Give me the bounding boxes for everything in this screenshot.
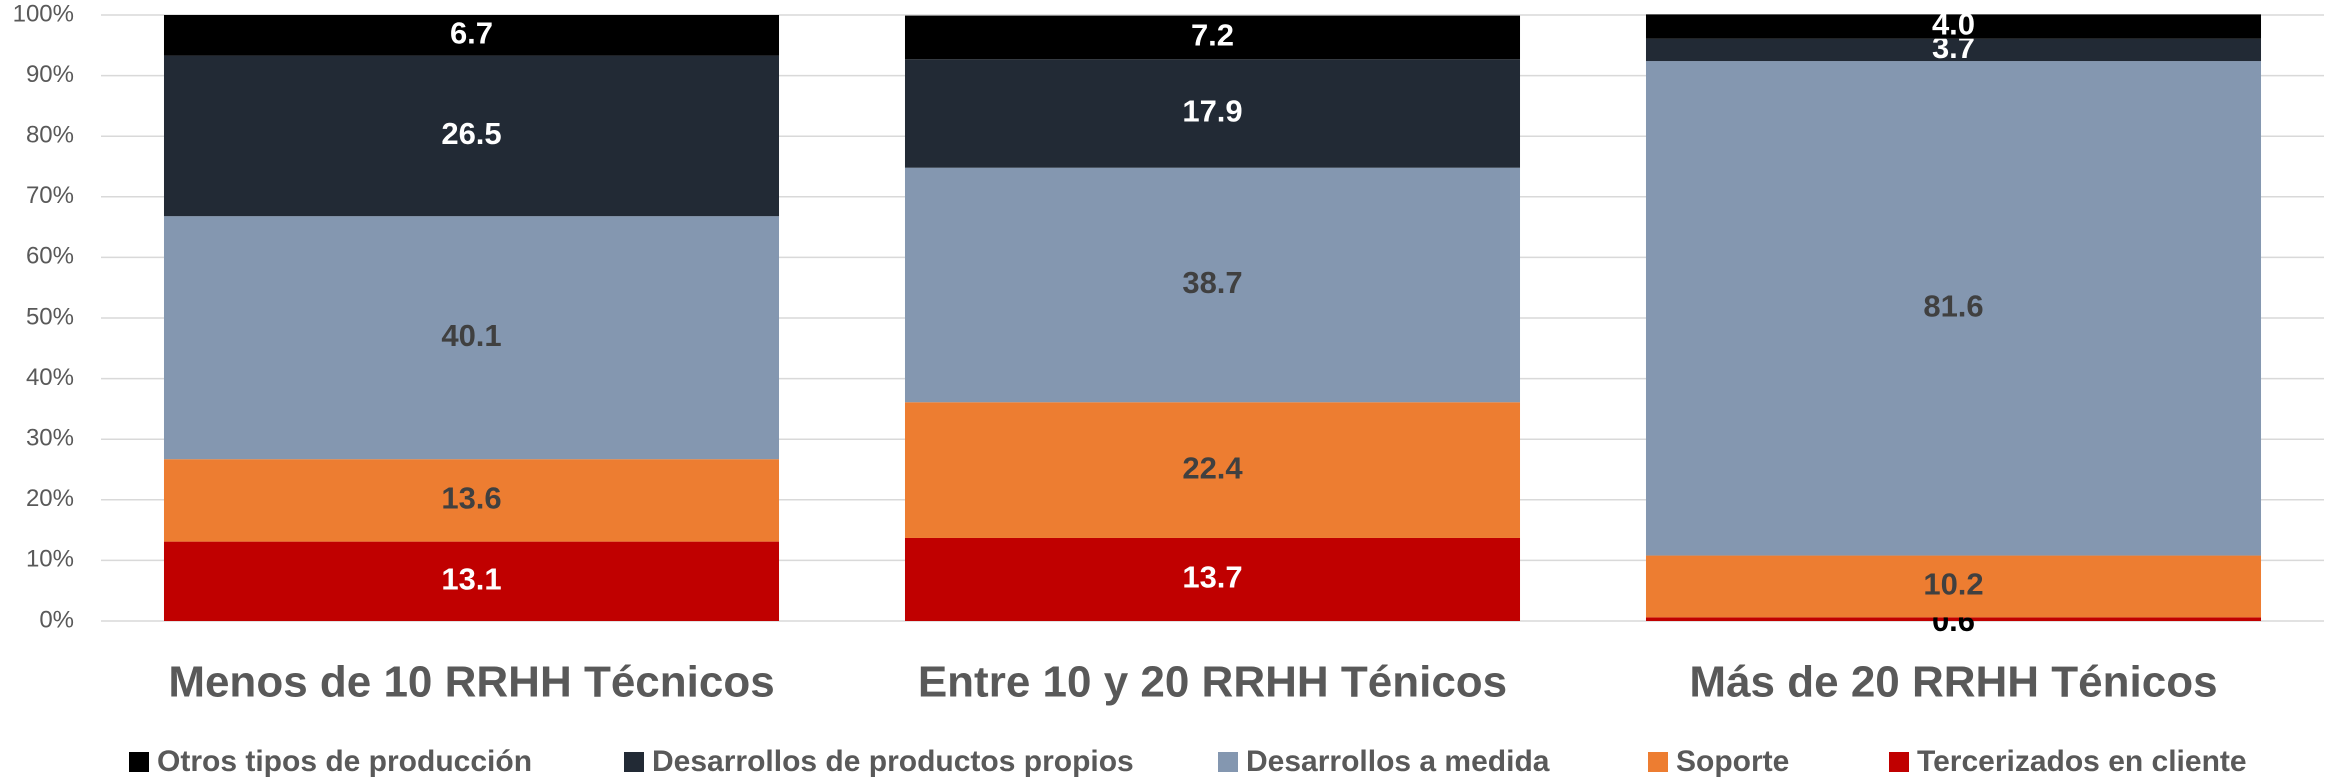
data-label: 40.1: [441, 318, 501, 353]
legend-label: Desarrollos de productos propios: [652, 745, 1134, 778]
legend-swatch: [1218, 752, 1238, 772]
x-tick-label: Menos de 10 RRHH Técnicos: [168, 658, 774, 707]
legend-swatch: [624, 752, 644, 772]
y-tick-label: 20%: [26, 485, 74, 512]
data-label: 17.9: [1182, 94, 1242, 129]
legend-swatch: [129, 752, 149, 772]
legend-label: Tercerizados en cliente: [1917, 745, 2247, 778]
bar-segment: [163, 541, 780, 621]
bar-segment: [1645, 14, 2262, 39]
bar-segment: [163, 216, 780, 460]
y-tick-label: 60%: [26, 243, 74, 270]
x-tick-label: Más de 20 RRHH Ténicos: [1689, 658, 2217, 707]
data-label: 38.7: [1182, 265, 1242, 300]
data-label: 22.4: [1182, 450, 1243, 485]
bar-segment: [904, 537, 1521, 621]
y-tick-label: 90%: [26, 61, 74, 88]
data-label: 10.2: [1923, 567, 1983, 602]
y-tick-label: 100%: [13, 0, 74, 27]
bar-segment: [904, 59, 1521, 168]
data-label: 81.6: [1923, 288, 1983, 323]
bar-segment: [1645, 38, 2262, 62]
bar-segment: [904, 402, 1521, 538]
y-tick-label: 50%: [26, 303, 74, 330]
x-tick-label: Entre 10 y 20 RRHH Ténicos: [918, 658, 1507, 707]
y-tick-label: 30%: [26, 425, 74, 452]
data-label: 13.1: [441, 561, 501, 596]
legend-label: Otros tipos de producción: [157, 745, 532, 778]
bar-segment: [1645, 555, 2262, 618]
data-label: 7.2: [1191, 18, 1234, 53]
legend-label: Desarrollos a medida: [1246, 745, 1550, 778]
data-label: 4.0: [1932, 7, 1975, 42]
data-label: 6.7: [450, 15, 493, 50]
y-tick-label: 80%: [26, 122, 74, 149]
legend-swatch: [1889, 752, 1909, 772]
bar-segment: [904, 15, 1521, 60]
data-label: 26.5: [441, 116, 501, 151]
y-tick-label: 10%: [26, 546, 74, 573]
y-tick-label: 40%: [26, 364, 74, 391]
bar-segment: [163, 15, 780, 56]
y-tick-label: 70%: [26, 182, 74, 209]
data-label: 13.7: [1182, 560, 1242, 595]
legend-swatch: [1648, 752, 1668, 772]
legend-label: Soporte: [1676, 745, 1789, 778]
y-tick-label: 0%: [39, 606, 74, 633]
bar-segment: [1645, 617, 2262, 621]
bar-segment: [163, 55, 780, 217]
bar-segment: [1645, 61, 2262, 556]
data-label: 13.6: [441, 481, 501, 516]
bar-segment: [904, 167, 1521, 403]
bar-segment: [163, 459, 780, 542]
